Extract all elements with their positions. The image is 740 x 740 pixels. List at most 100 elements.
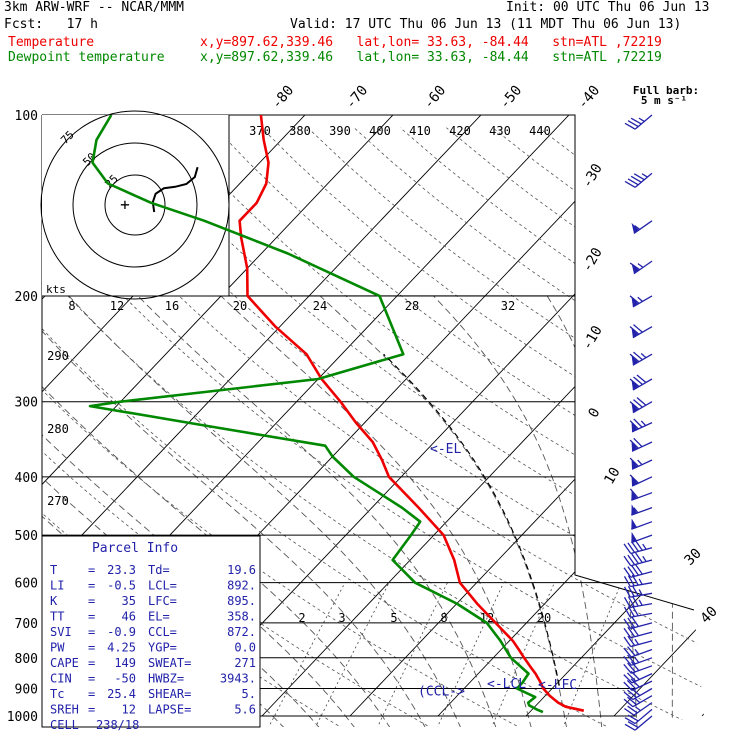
pressure-label: 800 [15, 652, 38, 667]
dry-adiabat-line [122, 127, 704, 727]
parcel-value: 895. [227, 594, 256, 608]
wind-barb-half-feather [637, 263, 644, 268]
wind-barb-feather [633, 351, 643, 361]
model-title: 3km ARW-WRF -- NCAR/MMM [4, 0, 185, 15]
parcel-equals: = [88, 563, 95, 577]
parcel-info-row: CAPE = 149 SWEAT= 271 [50, 656, 256, 670]
parcel-info-row: T = 23.3 Td= 19.6 [50, 563, 256, 577]
wind-barb [629, 351, 653, 366]
parcel-key: LCL= [148, 579, 177, 593]
parcel-value: 358. [227, 610, 256, 624]
wind-barb-feather [627, 120, 639, 128]
wind-barb-half-feather [634, 698, 641, 704]
wind-barb-feather [623, 674, 633, 684]
parcel-key: LI [50, 579, 64, 593]
wind-barb-pennant [631, 222, 639, 234]
parcel-info-panel [41, 535, 261, 728]
parcel-key: CCL= [148, 625, 177, 639]
wind-barb-half-feather [634, 648, 640, 655]
moist-adiabat-line [42, 295, 392, 727]
mixing-ratio-label: 20 [537, 611, 551, 625]
parcel-equals: = [88, 625, 95, 639]
wind-barb-half-feather [641, 173, 648, 178]
moist-adiabat-line [433, 295, 603, 727]
wind-barb [623, 552, 653, 567]
wind-barb-shaft [631, 534, 653, 544]
wind-barb-feather [627, 646, 636, 657]
parcel-value: 892. [227, 579, 256, 593]
wind-barb [629, 418, 653, 433]
pressure-label: 400 [15, 471, 38, 486]
dry-adiabat-line [446, 127, 704, 727]
wind-barb [623, 595, 653, 609]
wind-barb [629, 397, 653, 414]
wind-barb-feather [623, 576, 631, 587]
parcel-key: YGP= [148, 641, 177, 655]
mixing-ratio-label: 5 [390, 611, 397, 625]
theta-e-label: 370 [249, 124, 271, 138]
isotherm-line [437, 115, 704, 717]
moist-adiabat-line [643, 295, 673, 727]
hodograph-trace [151, 166, 199, 213]
wind-barb [629, 260, 653, 275]
dewpoint-profile [88, 115, 544, 714]
wind-barb-feather [631, 553, 640, 564]
parcel-value: 3943. [220, 672, 256, 686]
wind-barb-feather [627, 662, 636, 673]
speed-tick-label: 20 [233, 299, 247, 313]
wind-barb-feather [633, 399, 643, 408]
parcel-value: 238/18 [96, 718, 139, 732]
wind-barb-feather [623, 681, 633, 691]
parcel-info-title: Parcel Info [92, 541, 178, 556]
parcel-key: LFC= [148, 594, 177, 608]
wind-barb-feather [627, 554, 636, 566]
dry-adiabat-line [631, 127, 704, 727]
pressure-label: 200 [15, 290, 38, 305]
pressure-label: 900 [15, 682, 38, 697]
wind-barb-pennant [631, 504, 637, 516]
wind-barb-feather [627, 689, 637, 698]
wind-barb-half-feather [637, 296, 643, 302]
moist-adiabat-line [68, 295, 462, 727]
wind-barb [629, 324, 653, 339]
wind-barb-feather [630, 117, 642, 125]
el-marker: <-EL [430, 442, 461, 457]
parcel-key: SREH [50, 703, 79, 717]
parcel-equals: = [88, 687, 95, 701]
wind-barb-feather [627, 654, 636, 665]
wind-barb-shaft [634, 715, 653, 731]
wind-barb-feather [623, 655, 632, 666]
wind-barb [623, 540, 653, 555]
wind-barb-feather [623, 627, 632, 639]
pressure-label: 700 [15, 617, 38, 632]
isotherm-label: 30 [682, 546, 705, 569]
parcel-info-row: SVI = -0.9 CCL= 872. [50, 625, 256, 639]
isotherm-label: -70 [343, 83, 372, 113]
wind-barb-feather [626, 672, 637, 682]
parcel-key: CIN [50, 672, 72, 686]
wind-barb [629, 374, 653, 391]
lcl-marker: <-LCL [487, 677, 526, 692]
wind-barb-feather [626, 679, 637, 690]
dry-adiabat-line [492, 127, 704, 727]
parcel-key: Td= [148, 563, 170, 577]
wind-barb [624, 708, 653, 725]
wind-barb-half-feather [642, 543, 647, 550]
wind-barb-feather [624, 122, 636, 130]
mixing-ratio-line [376, 582, 448, 727]
isotherm-label: -30 [579, 161, 606, 191]
speed-tick-label: 12 [110, 299, 124, 313]
theta-label: 290 [47, 349, 69, 363]
parcel-value: 35 [122, 594, 136, 608]
wind-barb [631, 518, 653, 530]
theta-e-label: 430 [489, 124, 511, 138]
wind-barb-half-feather [633, 507, 639, 514]
wind-barb-feather [627, 721, 639, 729]
theta-e-label: 410 [409, 124, 431, 138]
wind-barb-feather [623, 596, 631, 608]
wind-barb-feather [623, 691, 634, 700]
wind-barb-feather [629, 378, 640, 387]
parcel-key: T [50, 563, 57, 577]
theta-e-label: 390 [329, 124, 351, 138]
wind-barb-feather [623, 636, 632, 647]
